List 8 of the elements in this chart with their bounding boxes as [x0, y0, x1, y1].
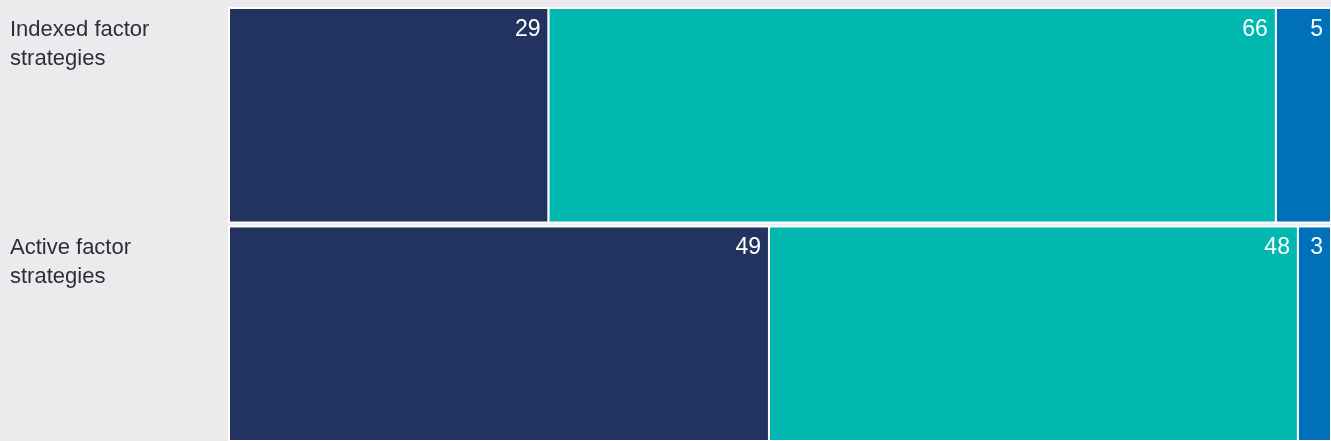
data-label: 3: [1310, 233, 1323, 260]
data-label: 29: [514, 15, 541, 41]
y-tick-label: Indexed factor strategies: [10, 16, 150, 70]
data-label: 66: [1242, 15, 1268, 41]
data-label: 49: [735, 233, 761, 260]
y-tick-label: Active factor strategies: [10, 234, 132, 289]
data-label: 48: [1264, 233, 1290, 260]
data-label: 5: [1310, 15, 1323, 41]
